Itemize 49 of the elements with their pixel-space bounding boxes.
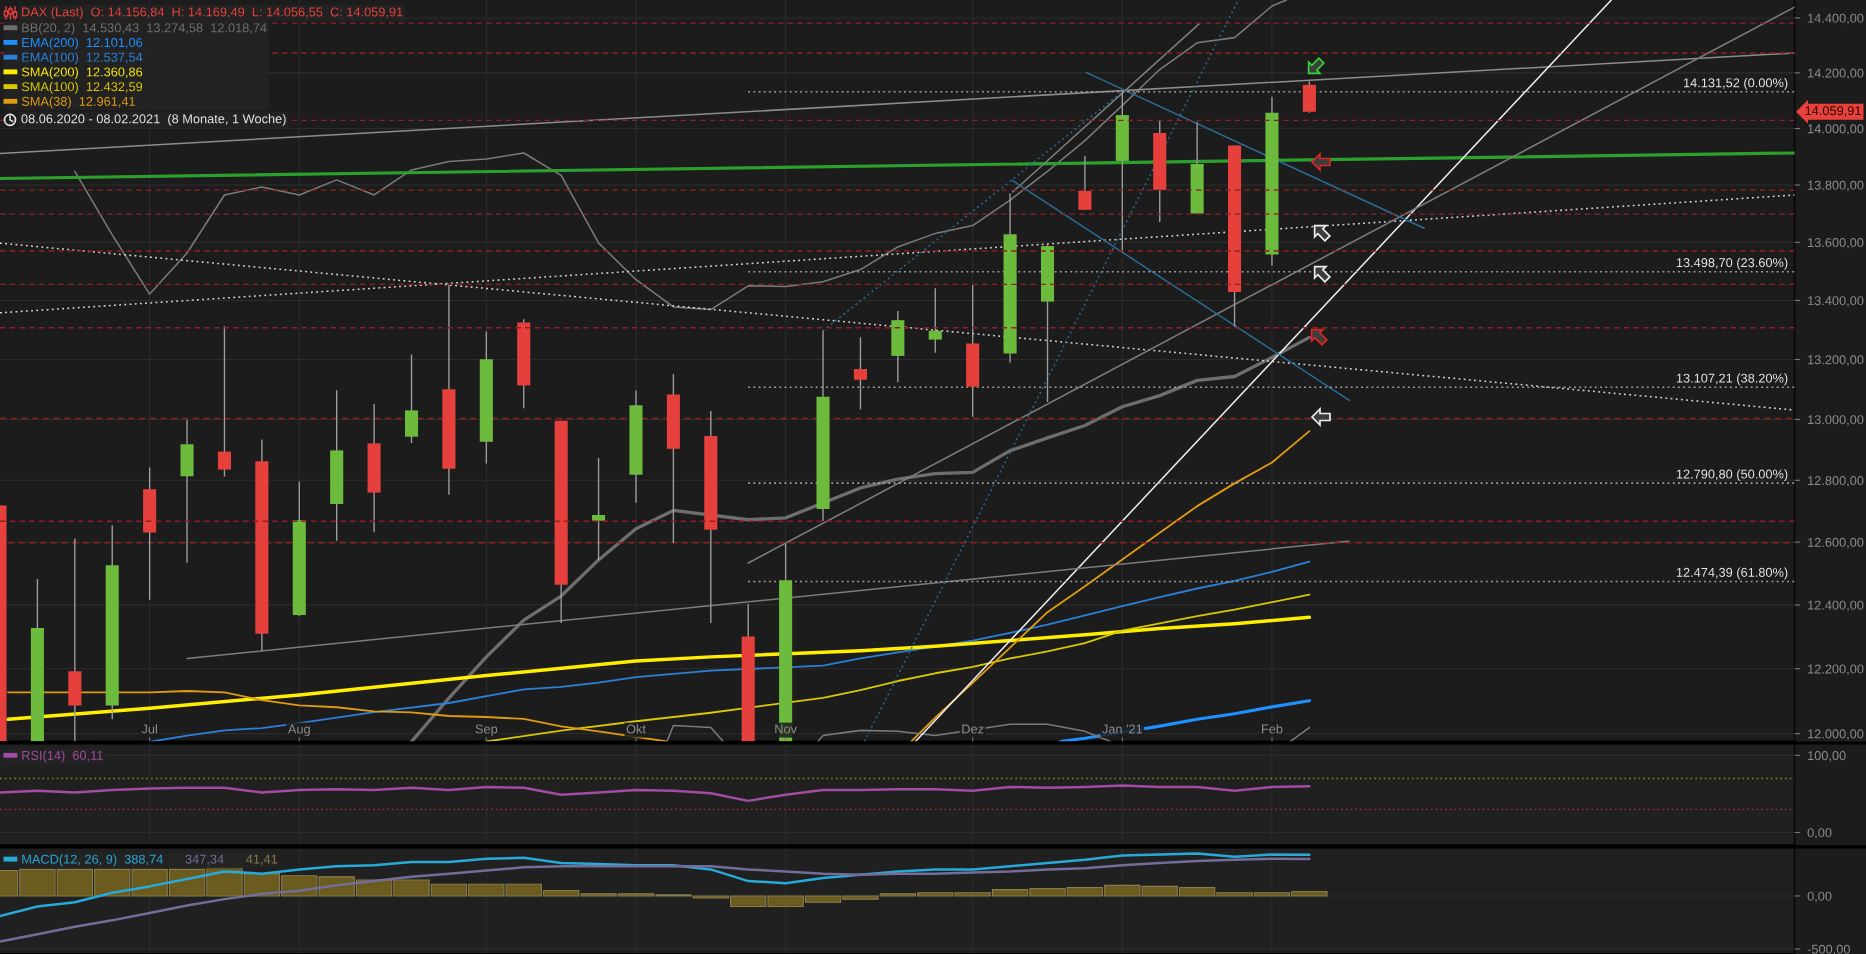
annotation: 13.498,70 (23.60%) [1676,257,1788,270]
annotation: 08.06.2020 - 08.02.2021 (8 Monate, 1 Woche) [21,113,286,126]
x-tick-label: Jul [141,724,157,734]
y-tick-label: 12.200,00 [1808,664,1864,676]
x-tick-label: Feb [1262,724,1283,734]
legend-label: EMA(100) 12.537,54 [22,52,143,65]
legend-label: EMA(200) 12.101,06 [22,37,143,50]
annotation: 14.131,52 (0.00%) [1683,77,1788,90]
y-tick-label: 12.600,00 [1808,537,1864,549]
y-tick-label: 13.200,00 [1808,355,1864,366]
line-series [0,784,1311,803]
series-label: 41,41 [246,854,278,866]
x-tick-label: Aug [287,724,310,737]
y-tick-label: 12.800,00 [1808,476,1864,487]
annotation: 12.790,80 (50.00%) [1676,469,1788,482]
y-tick-label: 14.200,00 [1808,68,1864,80]
y-tick-label: 0,00 [1807,891,1832,903]
y-tick-label: 0,00 [1807,828,1832,839]
y-tick-label: 12.400,00 [1808,600,1864,612]
x-tick-label: Okt [626,724,646,734]
candlestick [1078,155,1092,211]
y-tick-label: 13.000,00 [1808,415,1864,426]
legend-label: SMA(38) 12.961,41 [21,96,135,109]
legend-label: SMA(100) 12.432,59 [21,81,143,94]
y-tick-label: 14.000,00 [1808,124,1864,135]
y-tick-label: 13.800,00 [1808,180,1864,192]
y-tick-label: 100,00 [1808,751,1846,762]
candlestick [592,457,606,561]
candlestick [217,325,232,478]
x-tick-label: Sep [475,724,498,737]
x-tick-label: Jan '21 [1102,724,1143,734]
line-series [0,852,1311,918]
y-tick-label: 14.400,00 [1808,13,1864,25]
text: 347,34 [185,854,224,866]
annotation: 13.107,21 (38.20%) [1676,373,1788,386]
annotation: 12.474,39 (61.80%) [1676,567,1788,580]
line-series [6,615,1312,722]
y-tick-label: 13.600,00 [1808,238,1864,249]
text: DAX (Last) O: 14.156,84 H: 14.169,49 L: 14.056,55 C: 14.059,91 [22,7,403,19]
y-tick-label: 12.000,00 [1808,729,1864,740]
legend-label: BB(20, 2) 14.530,43 13.274,58 12.018,74 [22,22,267,35]
legend-label: SMA(200) 12.360,86 [21,67,143,79]
x-tick-label: Dez [962,724,984,734]
candlestick [928,287,942,354]
legend-label: RSI(14) 60,11 [22,750,103,763]
text: 14.059,91 [1805,106,1861,117]
legend-label: MACD(12, 26, 9) 388,74 [22,854,163,867]
x-tick-label: Nov [775,724,797,734]
y-tick-label: 13.400,00 [1808,296,1864,307]
